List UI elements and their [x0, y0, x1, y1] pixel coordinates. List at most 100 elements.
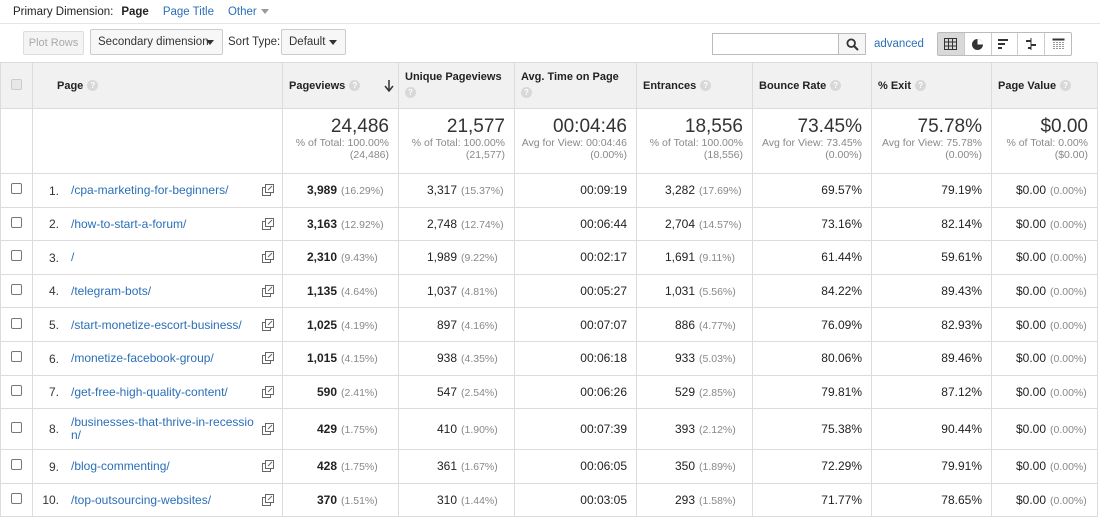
- bounce-rate-cell: 79.81%: [752, 374, 872, 410]
- row-number: 2.: [48, 217, 59, 232]
- header-bounce-rate[interactable]: Bounce Rate?: [752, 62, 872, 109]
- avg-time-value: 00:06:26: [580, 384, 627, 399]
- bounce-rate-cell: 84.22%: [752, 273, 872, 309]
- page-link[interactable]: /telegram-bots/: [71, 283, 152, 298]
- row-checkbox[interactable]: [11, 422, 22, 434]
- total-note: % of Total: 100.00%: [649, 137, 743, 149]
- page-link[interactable]: /get-free-high-quality-content/: [71, 384, 228, 399]
- open-page-icon[interactable]: [262, 217, 274, 230]
- page-link[interactable]: /: [71, 250, 75, 265]
- pageviews-percent: (9.43%): [341, 252, 378, 265]
- total-entrances: 18,556% of Total: 100.00% (18,556): [636, 108, 753, 174]
- row-checkbox[interactable]: [11, 183, 22, 195]
- row-select-cell: [0, 240, 33, 275]
- page-link[interactable]: /top-outsourcing-websites/: [71, 492, 212, 507]
- open-page-icon[interactable]: [262, 285, 274, 298]
- dimension-page[interactable]: Page: [121, 5, 149, 18]
- unique-pageviews-value: 1,037: [426, 284, 457, 299]
- sort-descending-icon[interactable]: [384, 80, 394, 92]
- open-page-icon[interactable]: [262, 423, 274, 436]
- pageviews-value: 3,163: [306, 216, 337, 231]
- help-icon[interactable]: ?: [87, 80, 99, 92]
- page-value-cell: $0.00 (0.00%): [991, 482, 1098, 518]
- table-row: 7. /get-free-high-quality-content/ 590 (2.…: [0, 374, 1098, 410]
- unique-pageviews-cell: 310 (1.44%): [398, 482, 515, 518]
- open-page-icon[interactable]: [262, 385, 274, 398]
- page-value-percent: (0.00%): [1050, 218, 1087, 231]
- secondary-dimension-label: Secondary dimension: [98, 36, 209, 48]
- avg-time-value: 00:06:44: [580, 216, 627, 231]
- help-icon[interactable]: ?: [700, 80, 712, 92]
- row-checkbox[interactable]: [11, 284, 22, 296]
- page-link[interactable]: /start-monetize-escort-business/: [71, 317, 242, 332]
- dimension-page-title[interactable]: Page Title: [162, 5, 214, 18]
- header-entrances[interactable]: Entrances?: [636, 62, 753, 109]
- row-checkbox[interactable]: [11, 250, 22, 262]
- page-value-percent: (0.00%): [1050, 319, 1087, 332]
- open-page-icon[interactable]: [262, 352, 274, 365]
- pie-view-button[interactable]: [965, 33, 992, 55]
- header-page[interactable]: Page?: [32, 62, 283, 109]
- total-note: (0.00%): [825, 149, 862, 161]
- row-checkbox[interactable]: [11, 351, 22, 363]
- help-icon[interactable]: ?: [349, 80, 361, 92]
- row-checkbox[interactable]: [11, 493, 22, 505]
- page-cell: 5. /start-monetize-escort-business/: [32, 307, 283, 342]
- plot-rows-button[interactable]: Plot Rows: [23, 31, 84, 55]
- open-page-icon[interactable]: [262, 184, 274, 197]
- pageviews-cell: 3,163 (12.92%): [282, 206, 399, 242]
- page-link[interactable]: /how-to-start-a-forum/: [71, 216, 187, 231]
- advanced-filter-link[interactable]: advanced: [874, 38, 924, 50]
- unique-pageviews-percent: (15.37%): [461, 185, 504, 198]
- header-page-value[interactable]: Page Value?: [991, 62, 1098, 109]
- open-page-icon[interactable]: [262, 318, 274, 331]
- total-exit: 75.78% Avg for View: 75.78% (0.00%): [871, 108, 992, 174]
- total-value: 21,577: [446, 116, 505, 137]
- entrances-value: 3,282: [664, 183, 695, 198]
- total-avg-time: 00:04:46 Avg for View: 00:04:46 (0.00%): [514, 108, 637, 174]
- table-rows: 1. /cpa-marketing-for-beginners/ 3,989 (16…: [0, 173, 1098, 518]
- row-checkbox[interactable]: [11, 459, 22, 471]
- open-page-icon[interactable]: [262, 251, 274, 264]
- unique-pageviews-value: 1,989: [426, 250, 457, 265]
- page-value-cell: $0.00 (0.00%): [991, 307, 1098, 342]
- performance-view-button[interactable]: [992, 33, 1019, 55]
- help-icon[interactable]: ?: [915, 80, 927, 92]
- chevron-down-icon: [329, 40, 337, 45]
- help-icon[interactable]: ?: [830, 80, 842, 92]
- pageviews-value: 1,015: [306, 351, 337, 366]
- table-search-input[interactable]: [712, 33, 839, 55]
- page-cell: 6. /monetize-facebook-group/: [32, 340, 283, 376]
- header-pageviews[interactable]: Pageviews?: [282, 62, 399, 109]
- header-avg-time[interactable]: Avg. Time on Page?: [514, 62, 637, 109]
- unique-pageviews-value: 2,748: [426, 216, 457, 231]
- row-checkbox[interactable]: [11, 317, 22, 329]
- header-unique-pageviews[interactable]: Unique Pageviews?: [398, 62, 515, 109]
- table-view-button[interactable]: [938, 33, 965, 55]
- row-checkbox[interactable]: [11, 216, 22, 228]
- page-link[interactable]: /cpa-marketing-for-beginners/: [71, 183, 229, 198]
- dimension-other-dropdown[interactable]: Other: [228, 6, 269, 18]
- help-icon[interactable]: ?: [405, 87, 416, 98]
- open-page-icon[interactable]: [262, 460, 274, 473]
- search-button[interactable]: [838, 33, 866, 55]
- pivot-view-button[interactable]: [1045, 33, 1071, 55]
- comparison-view-button[interactable]: [1018, 33, 1046, 55]
- page-value-cell: $0.00 (0.00%): [991, 408, 1098, 451]
- exit-value: 59.61%: [941, 250, 982, 265]
- row-select-cell: [0, 307, 33, 342]
- secondary-dimension-dropdown[interactable]: Secondary dimension: [90, 29, 223, 55]
- open-page-icon[interactable]: [262, 494, 274, 507]
- help-icon[interactable]: ?: [1060, 80, 1072, 92]
- row-checkbox[interactable]: [11, 384, 22, 396]
- page-link[interactable]: /blog-commenting/: [71, 459, 170, 474]
- help-icon[interactable]: ?: [521, 87, 532, 98]
- page-link[interactable]: /monetize-facebook-group/: [71, 351, 214, 366]
- bounce-rate-cell: 80.06%: [752, 340, 872, 376]
- page-link[interactable]: /businesses-that-thrive-in-recession/: [71, 415, 254, 443]
- select-all-checkbox[interactable]: [11, 78, 22, 90]
- page-value-cell: $0.00 (0.00%): [991, 374, 1098, 410]
- header-exit[interactable]: % Exit?: [871, 62, 992, 109]
- sort-type-dropdown[interactable]: Default: [281, 29, 346, 55]
- pageviews-percent: (1.75%): [341, 461, 378, 474]
